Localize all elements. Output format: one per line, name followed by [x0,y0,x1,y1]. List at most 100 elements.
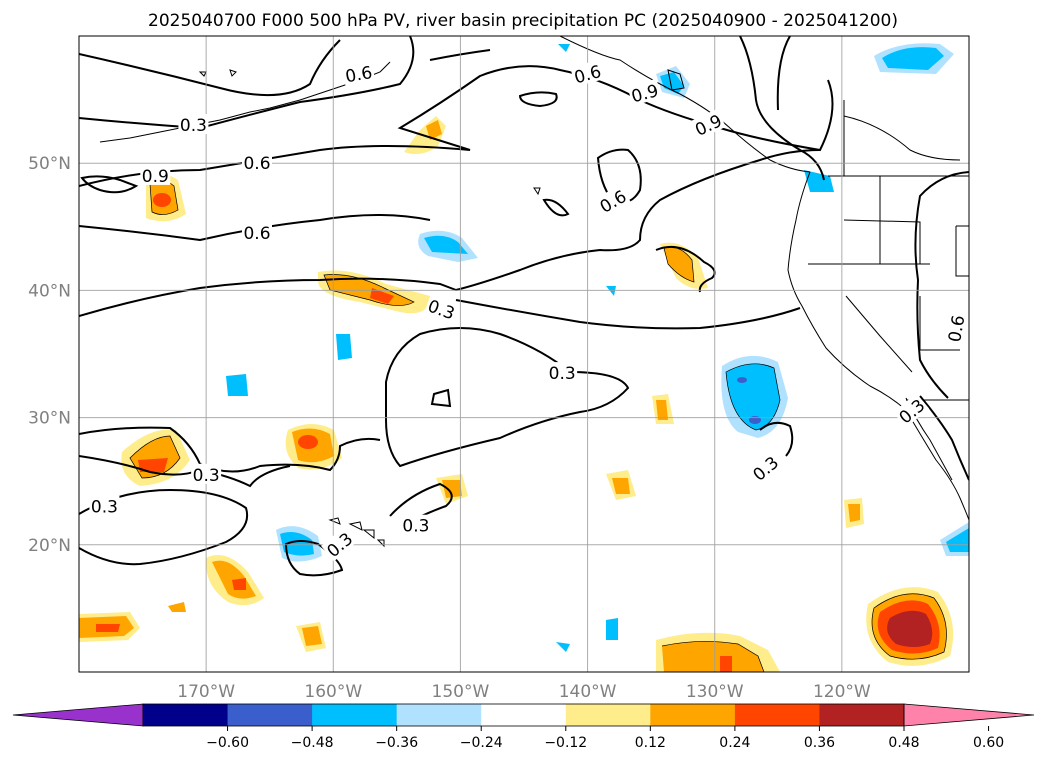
contour-label-bg [178,114,209,135]
longitude-labels: 170°W 160°W 150°W 140°W 130°W 120°W [177,682,871,702]
colorbar-tick-label: −0.12 [544,735,587,751]
contour-label: 0.3 [400,514,431,537]
lon-tick-label: 170°W [177,682,235,702]
pv-contour-line [284,540,344,577]
pv-contour-line [385,327,630,468]
lon-tick-label: 120°W [813,682,871,702]
colorbar-swatch [819,704,905,726]
contour-label-bg [342,60,376,86]
alaska-coastline [559,36,811,173]
contour-label: 0.9 [140,164,171,187]
contour-label-bg [747,450,783,486]
pv-contour-line [759,421,794,457]
colorbar-swatch [650,704,736,726]
contour-label-bg [547,362,578,383]
precipitation-shading [79,43,969,672]
colorbar-frame [142,703,905,727]
contour-labels: 0.30.6 0.60.90.90.90.60.60.60.30.30.60.30… [89,59,969,562]
positive-anomaly-blob [146,173,186,222]
islands [198,69,685,548]
lon-tick-label: 140°W [559,682,617,702]
latitude-labels: 20°N 30°N 40°N 50°N [28,154,71,556]
colorbar-tick-label: 0.12 [635,735,666,751]
contour-label-text: 0.3 [91,498,118,518]
state-border [845,295,913,373]
contour-label-text: 0.9 [142,167,169,187]
contour-label-text: 0.6 [945,314,969,344]
contour-label-bg [424,294,460,324]
pv-contour-line [739,36,825,181]
pv-contour-line [542,198,570,217]
pv-contour-line [430,388,452,408]
colorbar: −0.60 −0.48 −0.36 −0.24 −0.12 0.12 0.24 0.36 0.4… [12,703,1035,751]
contour-label-bg [942,311,968,345]
state-border [955,225,969,277]
contour-label-bg [893,393,930,428]
contour-label: 0.6 [942,311,969,345]
positive-anomaly-blob [652,394,674,424]
gridlines [79,36,969,672]
contour-label-bg [89,495,120,516]
negative-anomaly-blob [940,522,969,556]
canada-border [843,115,961,161]
contour-label-bg [140,164,171,185]
negative-anomaly-blob [226,374,248,396]
negative-anomaly-blob [336,334,352,360]
contour-label-bg [627,78,662,106]
colorbar-tick-label: −0.60 [206,735,249,751]
contour-label-text: 0.3 [193,466,220,486]
contour-label: 0.3 [547,362,578,384]
contour-label-bg [242,222,272,243]
contour-label-text: 0.6 [243,154,270,174]
pv-contour-line [80,175,139,194]
negative-anomaly-blob [606,618,618,640]
colorbar-tick-label: −0.36 [375,735,418,751]
positive-anomaly-blob [866,587,954,666]
colorbar-tick-label: −0.24 [460,735,503,751]
pv-contour-line [79,149,821,317]
positive-anomaly-blob [285,424,342,470]
negative-anomaly-blob [606,286,616,296]
pv-contour-line [389,482,453,523]
colorbar-swatch [481,704,567,726]
colorbar-swatch [227,704,313,726]
pv-contours [79,36,969,577]
positive-anomaly-blob [296,622,326,652]
contour-label-bg [242,152,272,173]
pv-contour-line [518,91,558,108]
negative-anomaly-blob [558,44,570,52]
contour-label: 0.3 [89,495,120,518]
pv-contour-line [79,488,248,566]
contour-label-text: 0.3 [180,116,207,136]
state-border [843,219,921,264]
contour-label-text: 0.3 [402,517,429,537]
colorbar-swatch [312,704,398,726]
contour-label-bg [594,184,631,217]
contour-label: 0.6 [242,222,272,244]
contour-label-bg [191,463,222,484]
pv-contour-line [914,171,969,399]
pv-contour-line [79,36,415,130]
contour-label: 0.6 [342,60,376,87]
positive-anomaly-blob [606,470,636,500]
positive-anomaly-blob [205,555,264,606]
pv-contour-line [596,148,642,204]
positive-anomaly-blob [168,602,186,612]
pv-contour-line [455,299,801,330]
pv-contour-line [919,395,969,481]
lat-tick-label: 30°N [28,409,71,429]
colorbar-swatch [734,704,820,726]
lon-tick-label: 150°W [432,682,490,702]
lat-tick-label: 50°N [28,154,71,174]
figure-title: 2025040700 F000 500 hPa PV, river basin … [148,11,898,31]
colorbar-tick-label: 0.48 [888,735,919,751]
colorbar-extend-high [903,703,1035,727]
colorbar-tick-label: 0.24 [719,735,750,751]
shading-outlines [129,180,947,672]
contour-label-text: 0.6 [243,224,270,244]
positive-anomaly-blob [844,498,864,528]
lat-tick-label: 40°N [28,281,71,301]
contour-label-bg [400,514,431,535]
contour-label-text: 0.6 [344,63,374,87]
